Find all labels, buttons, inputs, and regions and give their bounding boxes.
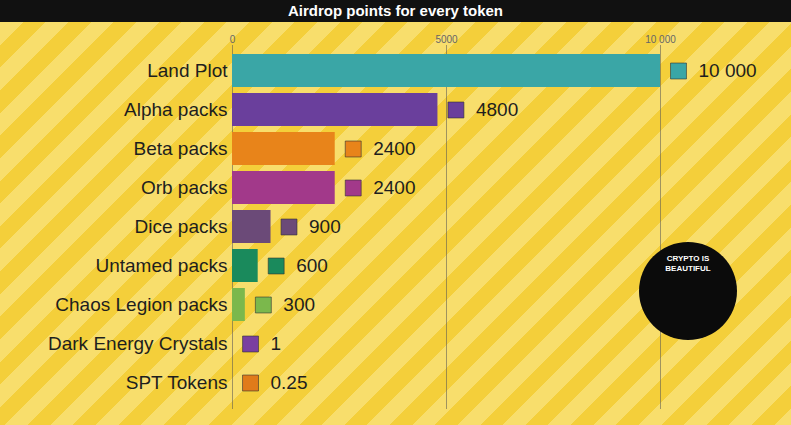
- svg-text:10 000: 10 000: [645, 34, 676, 45]
- svg-text:Untamed packs: Untamed packs: [95, 255, 227, 276]
- svg-text:10 000: 10 000: [699, 60, 757, 81]
- svg-text:0: 0: [230, 34, 236, 45]
- svg-text:1: 1: [271, 333, 282, 354]
- svg-text:600: 600: [296, 255, 328, 276]
- svg-text:Alpha packs: Alpha packs: [124, 99, 228, 120]
- html-text:CRYPTO IS BEAUTIFUL: CRYPTO IS BEAUTIFUL: [665, 254, 711, 273]
- svg-text:4800: 4800: [476, 99, 518, 120]
- svg-text:2400: 2400: [373, 177, 415, 198]
- svg-text:2400: 2400: [373, 138, 415, 159]
- svg-text:Chaos Legion packs: Chaos Legion packs: [55, 294, 227, 315]
- svg-text:300: 300: [283, 294, 315, 315]
- svg-text:900: 900: [309, 216, 341, 237]
- html-text:Airdrop points for every token: Airdrop points for every token: [288, 2, 503, 19]
- svg-text:0.25: 0.25: [271, 372, 308, 393]
- svg-text:Land Plot: Land Plot: [147, 60, 228, 81]
- svg-text:Dark Energy Crystals: Dark Energy Crystals: [48, 333, 228, 354]
- svg-text:SPT Tokens: SPT Tokens: [126, 372, 228, 393]
- svg-text:5000: 5000: [435, 34, 458, 45]
- svg-text:Beta packs: Beta packs: [134, 138, 228, 159]
- svg-text:Orb packs: Orb packs: [141, 177, 228, 198]
- svg-text:Dice packs: Dice packs: [135, 216, 228, 237]
